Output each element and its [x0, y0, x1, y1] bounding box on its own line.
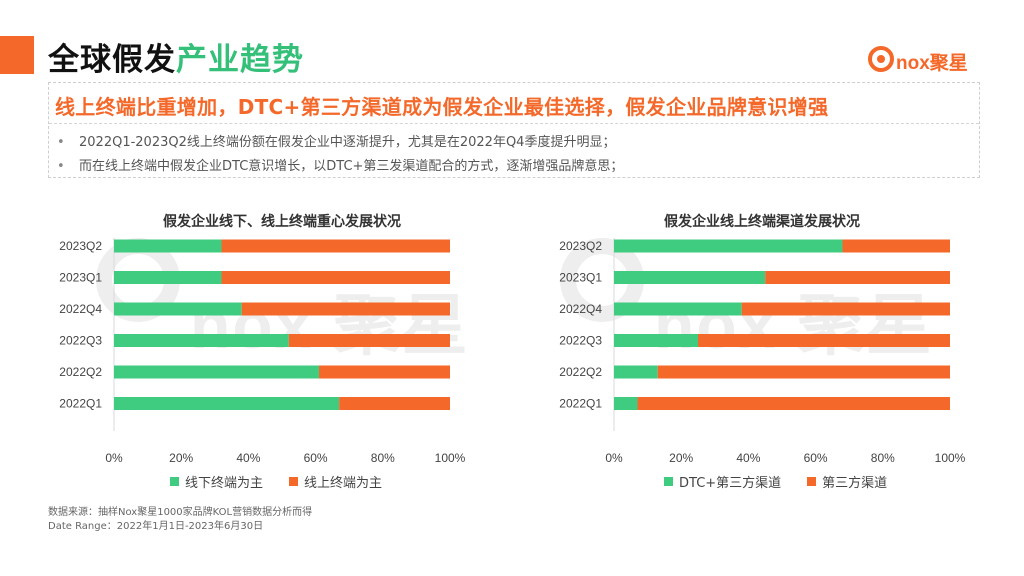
bar-segment-green [614, 365, 658, 379]
y-tick-label: 2023Q2 [59, 239, 102, 253]
brand-logo: nox聚星 [866, 42, 988, 76]
bar-segment-orange [698, 334, 950, 347]
watermark-right: nox 聚星 [654, 288, 934, 362]
logo-mark-icon [868, 46, 894, 72]
x-tick-label: 80% [871, 451, 895, 465]
page-title-part2: 产业趋势 [176, 42, 304, 78]
bar-segment-orange [741, 302, 950, 316]
y-tick-label: 2023Q1 [559, 271, 602, 285]
x-tick-label: 0% [105, 451, 123, 465]
bullet-marker: • [57, 159, 65, 174]
x-tick-label: 100% [935, 451, 966, 465]
legend-label: 线下终端为主 [185, 476, 264, 491]
legend-item: 线上终端为主 [289, 472, 382, 491]
x-tick-label: 20% [169, 451, 193, 465]
x-tick-label: 60% [304, 451, 328, 465]
x-tick-label: 60% [804, 451, 828, 465]
chart2-plot: 2023Q2 2023Q1 2022Q4 2022Q3 2022Q2 2022Q1 0% 20… [559, 238, 966, 465]
legend-swatch-orange [289, 477, 299, 486]
y-tick-label: 2022Q3 [59, 334, 102, 348]
legend-swatch-green [664, 477, 673, 486]
page-title: 全球假发产业趋势 [48, 34, 304, 79]
bar-segment-green [114, 365, 319, 379]
bar-segment-orange [241, 302, 450, 316]
y-tick-label: 2022Q3 [559, 334, 602, 348]
legend-label: 第三方渠道 [822, 476, 888, 491]
x-tick-label: 0% [605, 451, 623, 465]
legend-label: DTC+第三方渠道 [679, 476, 782, 491]
chart2-legend: DTC+第三方渠道 第三方渠道 [664, 472, 887, 491]
logo-text: nox聚星 [896, 53, 968, 74]
legend-item: DTC+第三方渠道 [664, 472, 781, 491]
chart1-title: 假发企业线下、线上终端重心发展状况 [163, 214, 401, 230]
bar-segment-orange [637, 397, 950, 410]
date-range-line: Date Range：2022年1月1日-2023年6月30日 [48, 521, 264, 532]
y-tick-label: 2022Q1 [59, 397, 102, 411]
x-tick-label: 40% [736, 451, 760, 465]
title-accent-bar [0, 36, 34, 74]
legend-item: 线下终端为主 [170, 472, 263, 491]
source-line: 数据来源：抽样Nox聚星1000家品牌KOL营销数据分析而得 [48, 507, 313, 518]
bar-segment-green [614, 239, 843, 253]
x-tick-label: 100% [435, 451, 466, 465]
bar-segment-orange [765, 271, 950, 284]
legend-swatch-green [170, 477, 179, 486]
chart1-legend: 线下终端为主 线上终端为主 [170, 472, 382, 491]
x-tick-label: 80% [371, 451, 395, 465]
chart1-plot: 2023Q2 2023Q1 2022Q4 2022Q3 2022Q2 2022Q1 0% 20… [59, 238, 466, 465]
bar-segment-orange [221, 239, 450, 253]
summary-divider [49, 123, 979, 124]
summary-bullet: • 而在线上终端中假发企业DTC意识增长，以DTC+第三发渠道配合的方式，逐渐增强… [57, 155, 623, 174]
bullet-text: 而在线上终端中假发企业DTC意识增长，以DTC+第三发渠道配合的方式，逐渐增强品… [79, 159, 624, 174]
page-title-part1: 全球假发 [48, 42, 176, 78]
y-tick-label: 2023Q1 [59, 271, 102, 285]
y-tick-label: 2022Q1 [559, 397, 602, 411]
bar-segment-orange [842, 239, 950, 253]
bar-segment-orange [221, 271, 450, 284]
bar-segment-orange [288, 334, 450, 347]
bar-segment-green [114, 239, 222, 253]
summary-bullet: • 2022Q1-2023Q2线上终端份额在假发企业中逐渐提升，尤其是在2022年… [57, 131, 615, 150]
y-tick-label: 2022Q4 [59, 302, 102, 316]
bar-segment-green [614, 302, 742, 316]
y-tick-label: 2022Q2 [59, 365, 102, 379]
legend-item: 第三方渠道 [807, 472, 887, 491]
y-tick-label: 2022Q2 [559, 365, 602, 379]
bar-segment-orange [318, 365, 450, 379]
chart2-title: 假发企业线上终端渠道发展状况 [664, 214, 860, 230]
legend-swatch-orange [807, 477, 817, 486]
bar-segment-green [614, 334, 698, 347]
bar-segment-orange [339, 397, 450, 410]
bar-segment-green [114, 334, 289, 347]
y-tick-label: 2022Q4 [559, 302, 602, 316]
x-tick-label: 40% [236, 451, 260, 465]
bar-segment-green [114, 302, 242, 316]
bullet-text: 2022Q1-2023Q2线上终端份额在假发企业中逐渐提升，尤其是在2022年Q… [79, 135, 616, 150]
data-source-note: 数据来源：抽样Nox聚星1000家品牌KOL营销数据分析而得 Date Rang… [48, 506, 312, 534]
y-tick-label: 2023Q2 [559, 239, 602, 253]
summary-headline: 线上终端比重增加，DTC+第三方渠道成为假发企业最佳选择，假发企业品牌意识增强 [55, 95, 829, 119]
bar-segment-green [114, 397, 340, 410]
watermark-left: nox 聚星 [190, 288, 470, 362]
x-tick-label: 20% [669, 451, 693, 465]
bar-segment-green [114, 271, 222, 284]
bar-segment-orange [657, 365, 950, 379]
bullet-marker: • [57, 135, 65, 150]
bar-segment-green [614, 397, 638, 410]
bar-segment-green [614, 271, 766, 284]
legend-label: 线上终端为主 [304, 476, 383, 491]
summary-box: 线上终端比重增加，DTC+第三方渠道成为假发企业最佳选择，假发企业品牌意识增强 … [48, 82, 980, 178]
